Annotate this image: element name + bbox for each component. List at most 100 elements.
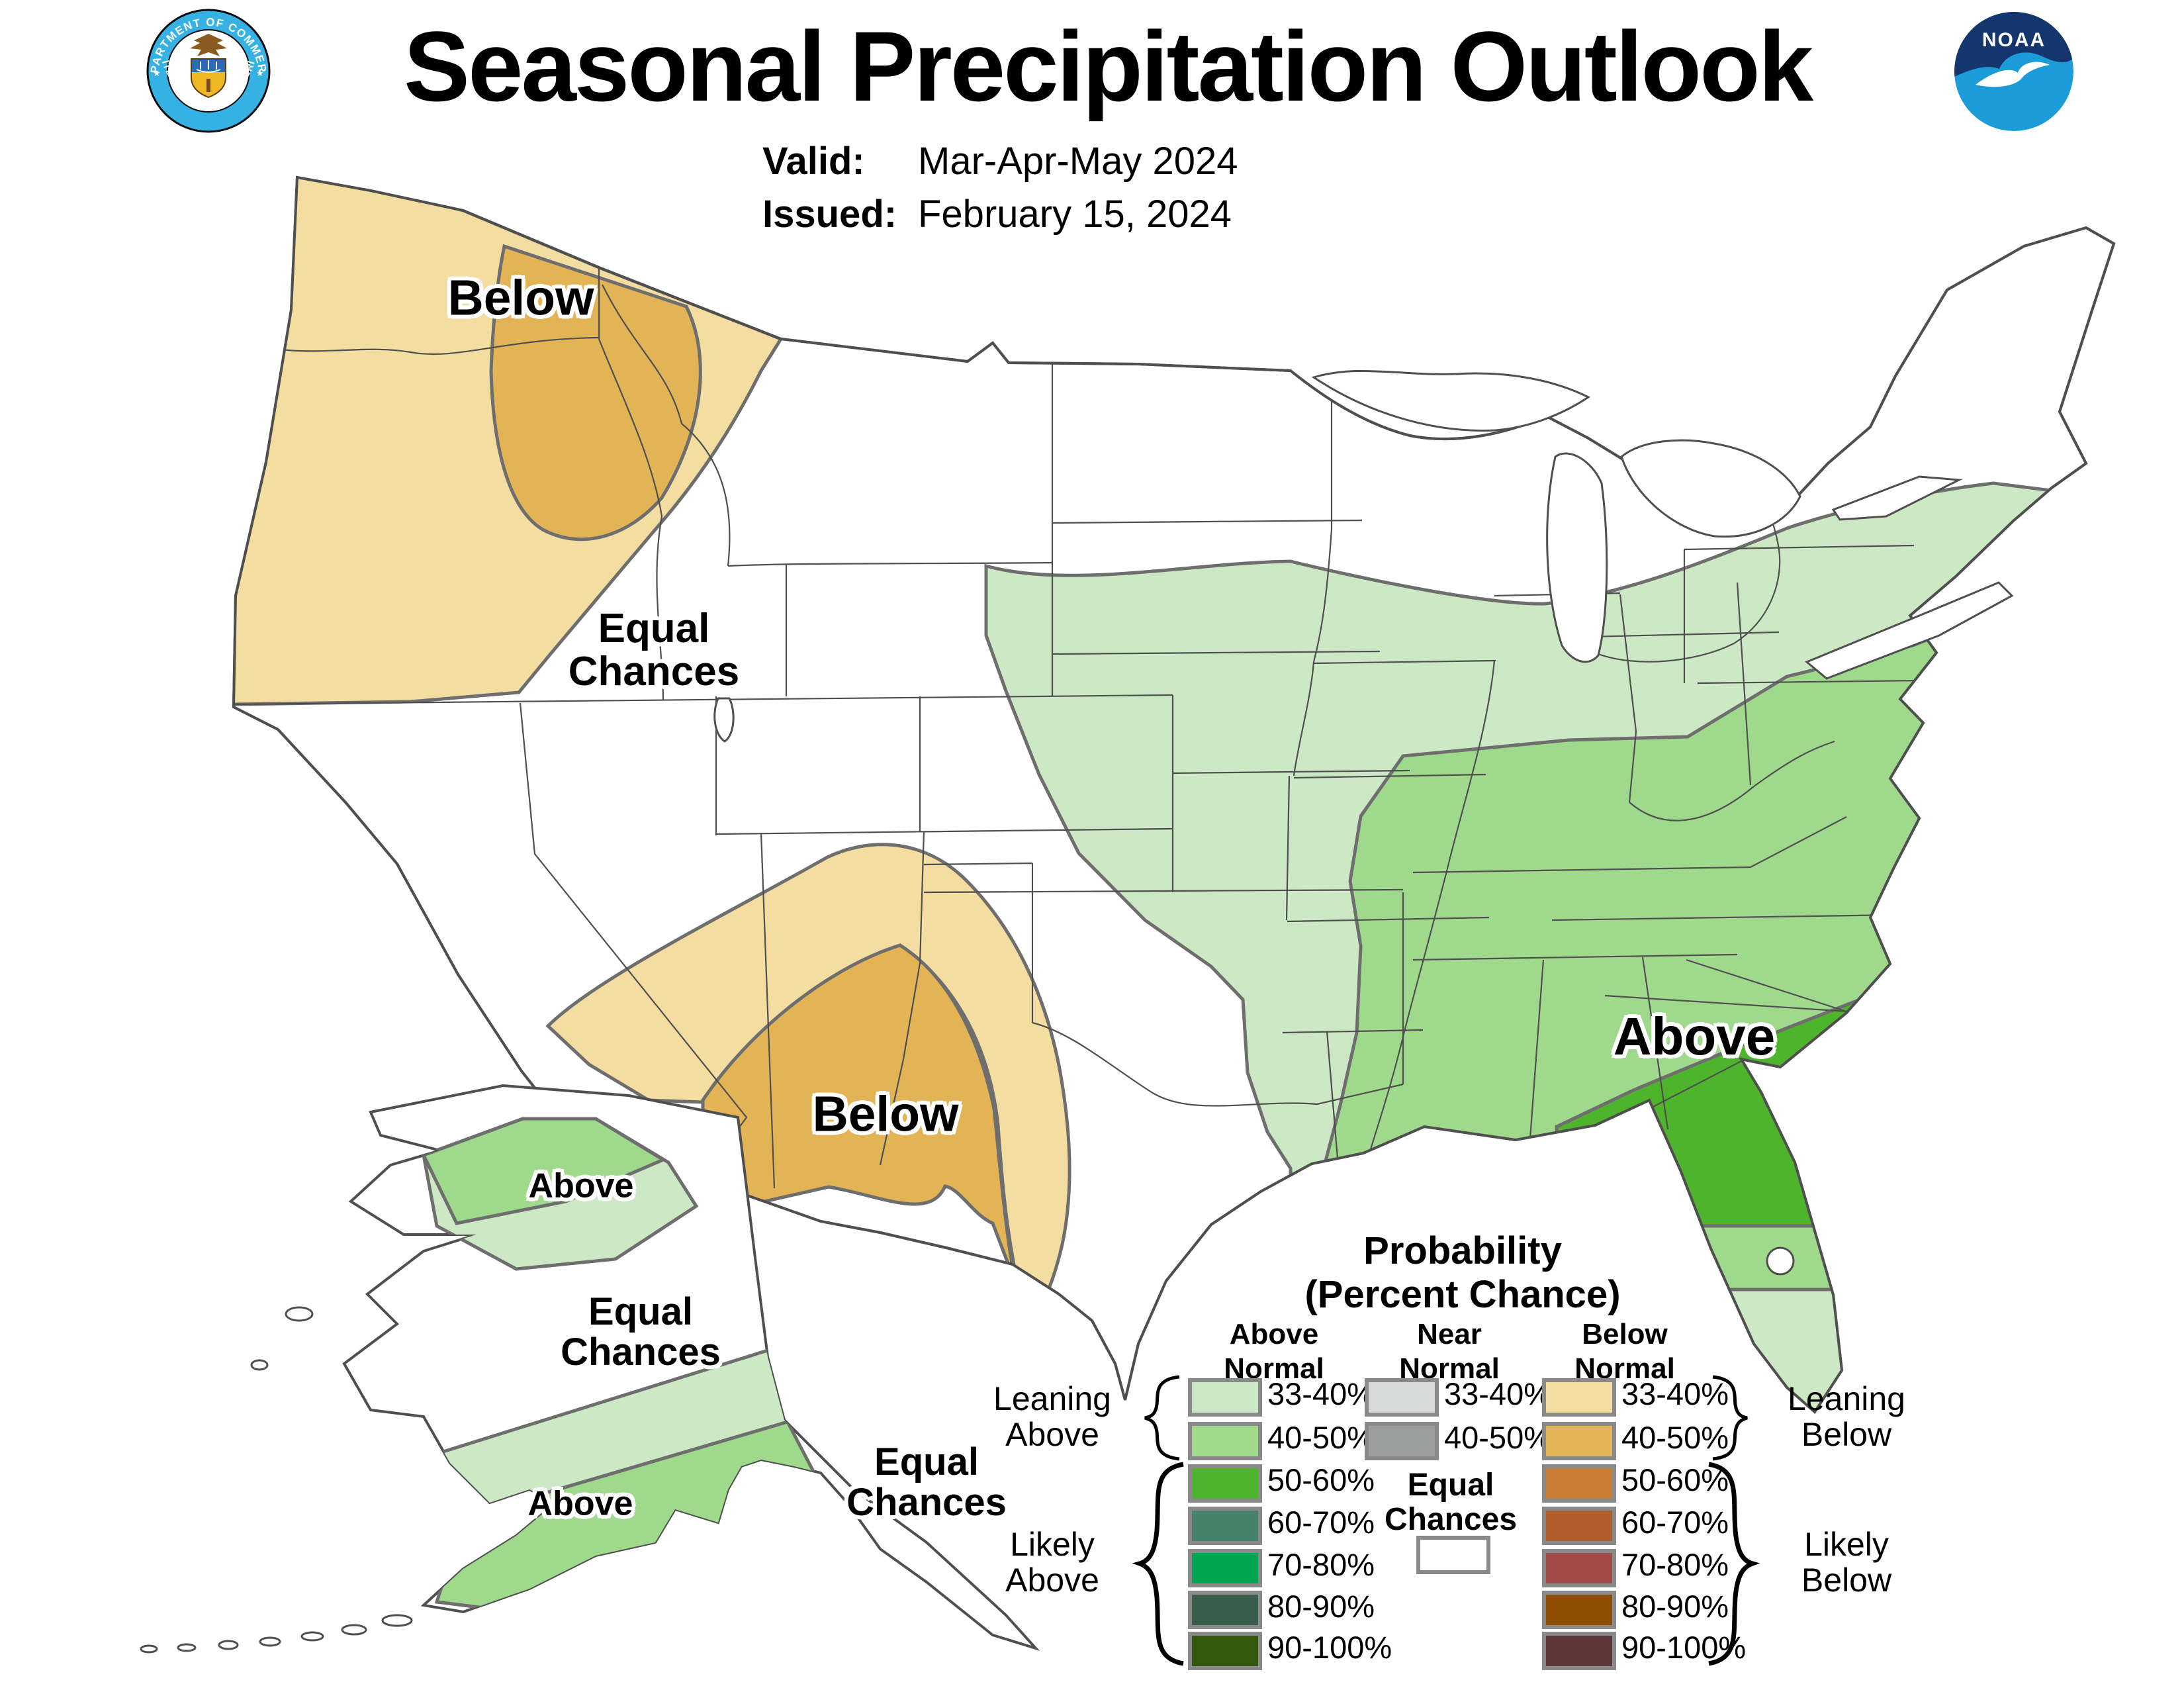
legend-pct-below-3: 60-70%: [1621, 1505, 1729, 1540]
legend-swatch-above-33-40: [1188, 1378, 1262, 1417]
legend-group-likely-below: Likely Below: [1747, 1526, 1946, 1598]
legend-swatch-above-50-60: [1188, 1464, 1262, 1503]
legend-pct-near-1: 40-50%: [1444, 1420, 1551, 1455]
legend-pct-below-6: 90-100%: [1621, 1630, 1747, 1665]
legend-group-likely-above: Likely Above: [953, 1526, 1152, 1598]
ak-region-nw-above-40-50: [421, 1117, 667, 1225]
brace-likely-above: [1132, 1462, 1184, 1666]
brace-leaning-above: [1144, 1375, 1180, 1461]
legend-swatch-below-40-50: [1542, 1422, 1616, 1460]
great-salt-lake: [713, 697, 735, 743]
map-label-west-equal-line2: Chances: [568, 649, 740, 694]
legend-pct-below-1: 40-50%: [1621, 1420, 1729, 1455]
noaa-logo: NOAA: [1954, 12, 2073, 131]
legend-pct-above-1: 40-50%: [1267, 1420, 1375, 1455]
leaning-above-line2: Above: [1005, 1416, 1099, 1453]
noaa-seagull-icon: [1976, 62, 2050, 87]
legend-braces: [1132, 1375, 1760, 1666]
likely-above-line1: Likely: [1010, 1526, 1095, 1563]
legend-pct-above-4: 70-80%: [1267, 1547, 1375, 1582]
lake-huron: [1620, 439, 1801, 538]
leaning-below-line1: Leaning: [1788, 1380, 1905, 1417]
legend-swatch-above-80-90: [1188, 1591, 1262, 1629]
lake-superior: [1311, 369, 1590, 432]
map-label-ak-se-equal-line1: Equal: [874, 1440, 979, 1484]
noaa-logo-text: NOAA: [1982, 29, 2046, 51]
brace-likely-below: [1708, 1462, 1760, 1666]
lake-okeechobee: [1766, 1246, 1795, 1276]
noaa-top-cap: [1954, 12, 2073, 77]
map-label-west-equal-line1: Equal: [598, 605, 710, 651]
leaning-below-line2: Below: [1801, 1416, 1892, 1453]
legend-swatch-above-60-70: [1188, 1507, 1262, 1545]
map-label-west-equal-chances: Equal Chances: [569, 607, 739, 693]
col-below-line1: Below: [1582, 1318, 1668, 1350]
legend-title-line1: Probability: [1363, 1229, 1562, 1272]
aleutian-islands: [140, 1306, 413, 1654]
map-label-tx-below: Below: [812, 1086, 959, 1142]
lake-erie: [1805, 581, 2014, 680]
legend-col-above-normal: Above Normal: [1175, 1317, 1373, 1386]
map-label-ak-se-equal-line2: Chances: [846, 1481, 1007, 1524]
valid-value: Mar-Apr-May 2024: [918, 140, 1238, 183]
likely-below-line2: Below: [1801, 1562, 1892, 1599]
map-label-ak-s-above: Above: [527, 1484, 633, 1523]
map-label-ak-equal-chances: Equal Chances: [561, 1290, 721, 1374]
seal-star-left: ★: [153, 68, 161, 78]
legend-equal-chances-line2: Chances: [1384, 1502, 1518, 1537]
likely-above-line2: Above: [1005, 1562, 1099, 1599]
map-label-ak-equal-line1: Equal: [588, 1290, 693, 1334]
legend-col-below-normal: Below Normal: [1525, 1317, 1724, 1386]
valid-row: Valid: Mar-Apr-May 2024: [762, 139, 1238, 183]
legend-swatch-below-50-60: [1542, 1464, 1616, 1503]
seal-lighthouse: [206, 79, 210, 92]
legend-title-line2: (Percent Chance): [1304, 1273, 1621, 1316]
legend-equal-chances-line1: Equal: [1407, 1468, 1494, 1503]
legend-group-leaning-above: Leaning Above: [953, 1381, 1152, 1452]
region-nw-below-40-50: [489, 244, 702, 541]
col-above-line1: Above: [1229, 1318, 1319, 1350]
seal-eagle: [190, 34, 227, 56]
legend-swatch-above-90-100: [1188, 1632, 1262, 1670]
great-lakes: [713, 369, 2014, 1276]
legend-pct-below-5: 80-90%: [1621, 1589, 1729, 1624]
page-title: Seasonal Precipitation Outlook: [404, 11, 1813, 122]
col-near-line1: Near: [1417, 1318, 1482, 1350]
lake-michigan: [1546, 452, 1608, 663]
legend-swatch-above-40-50: [1188, 1422, 1262, 1460]
legend-pct-below-4: 70-80%: [1621, 1547, 1729, 1582]
legend-swatch-near-33-40: [1365, 1378, 1439, 1417]
seal-ship: [196, 60, 221, 73]
commerce-seal: DEPARTMENT OF COMMERCE UNITED STATES OF …: [146, 9, 271, 133]
legend-pct-above-5: 80-90%: [1267, 1589, 1375, 1624]
issued-value: February 15, 2024: [918, 193, 1232, 236]
issued-row: Issued: February 15, 2024: [762, 192, 1232, 236]
seal-star-right: ★: [256, 68, 264, 78]
legend-swatch-above-70-80: [1188, 1549, 1262, 1587]
legend-swatch-below-80-90: [1542, 1591, 1616, 1629]
map-label-ak-equal-line2: Chances: [561, 1331, 721, 1374]
legend-swatch-equal-chances: [1416, 1536, 1490, 1574]
lake-ontario: [1831, 475, 1963, 521]
legend-pct-below-2: 50-60%: [1621, 1462, 1729, 1497]
brace-leaning-below: [1712, 1375, 1748, 1461]
legend-swatch-below-60-70: [1542, 1507, 1616, 1545]
legend-pct-above-6: 90-100%: [1267, 1630, 1392, 1665]
legend-swatch-below-33-40: [1542, 1378, 1616, 1417]
map-label-se-above: Above: [1613, 1007, 1776, 1066]
state-boundaries: [234, 267, 1923, 1189]
legend-swatch-below-90-100: [1542, 1632, 1616, 1670]
valid-label: Valid:: [762, 140, 865, 183]
legend-pct-above-0: 33-40%: [1267, 1376, 1375, 1411]
issued-label: Issued:: [762, 193, 897, 236]
legend-pct-above-3: 60-70%: [1267, 1505, 1375, 1540]
legend-pct-above-2: 50-60%: [1267, 1462, 1375, 1497]
legend-group-leaning-below: Leaning Below: [1747, 1381, 1946, 1452]
legend-swatch-below-70-80: [1542, 1549, 1616, 1587]
conus-outline: [232, 175, 2116, 1415]
legend-swatch-near-40-50: [1365, 1422, 1439, 1460]
map-label-nw-below: Below: [447, 269, 594, 326]
legend-pct-near-0: 33-40%: [1444, 1376, 1551, 1411]
likely-below-line1: Likely: [1804, 1526, 1889, 1563]
